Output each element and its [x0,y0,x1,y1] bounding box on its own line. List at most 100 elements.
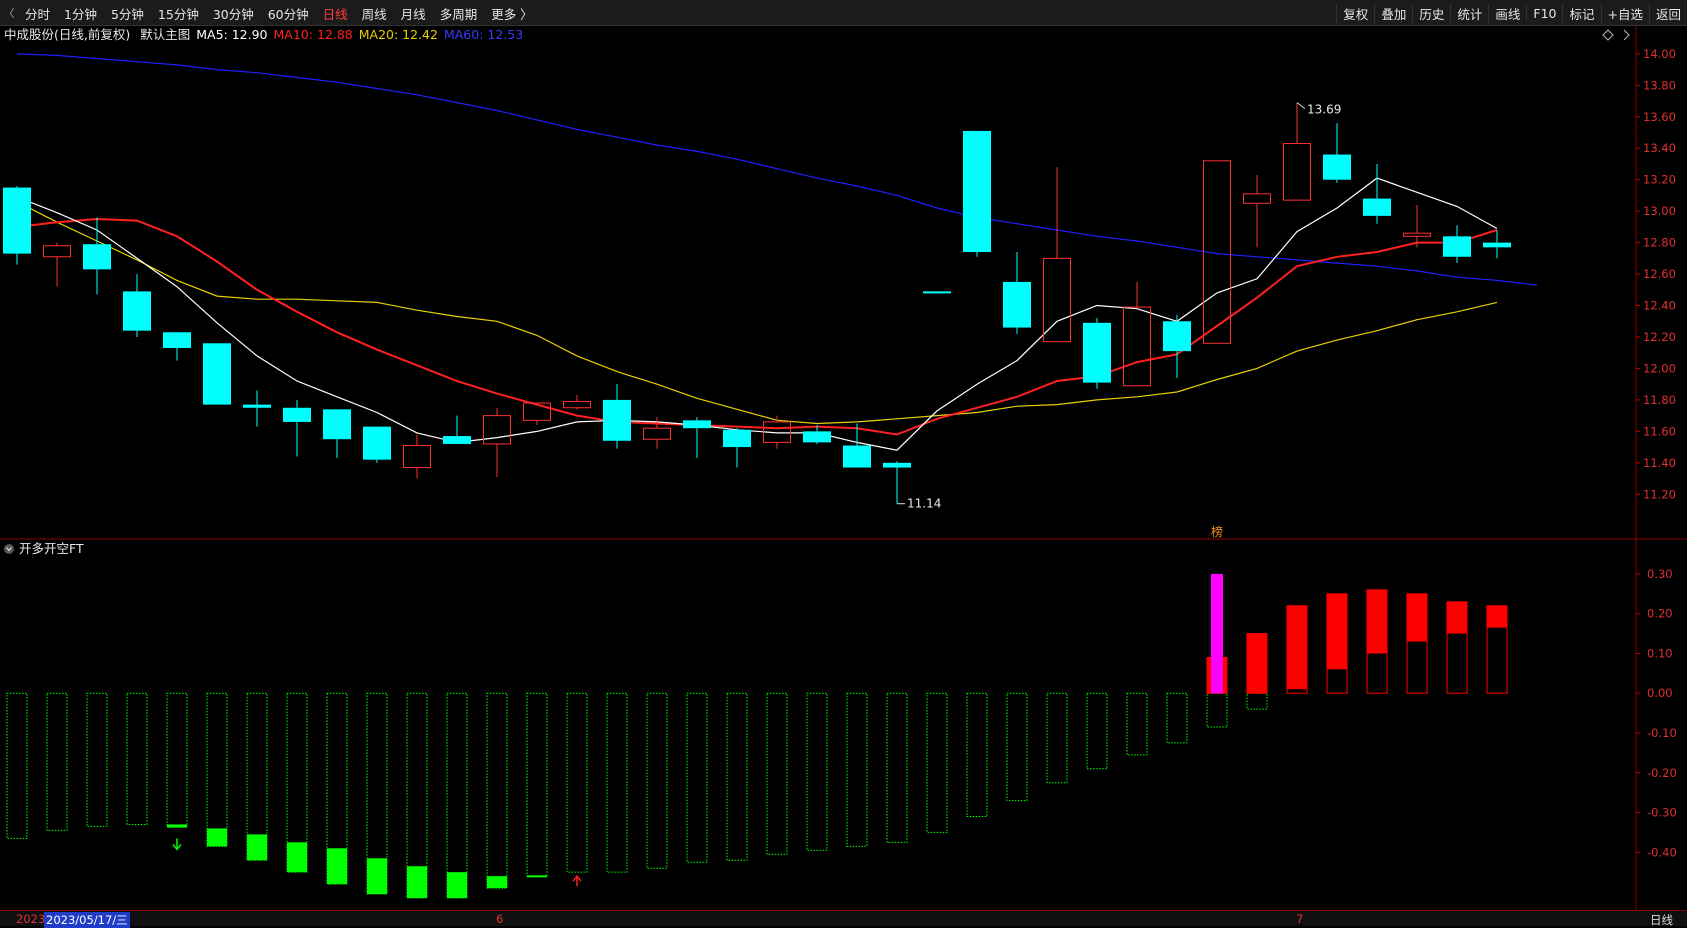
ma10-label: MA10: 12.88 [274,27,353,42]
tool-button-1[interactable]: 叠加 [1374,3,1412,23]
indicator-tick-label: -0.20 [1647,766,1677,780]
tool-button-5[interactable]: F10 [1526,5,1562,21]
candle [803,425,831,444]
period-tab-9[interactable]: 多周期 [439,6,478,22]
period-tab-3[interactable]: 15分钟 [157,6,199,22]
period-tab-5[interactable]: 60分钟 [267,6,309,22]
ft-outline-bar [646,692,668,869]
price-tick-label: 11.40 [1643,456,1676,470]
ft-outline-bar [726,692,748,861]
stock-title: 中成股份(日线,前复权) [4,27,130,42]
settings-icon[interactable] [1623,29,1630,41]
period-tab-7[interactable]: 周线 [361,6,387,22]
candle [1363,163,1391,224]
indicator-name[interactable]: 开多开空FT [19,541,84,556]
indicator-tick-label: -0.10 [1647,726,1677,740]
candle [323,409,351,459]
indicator-toggle-icon[interactable] [4,544,14,554]
ft-outline-bar [206,692,228,847]
candle [843,423,871,468]
tool-button-0[interactable]: 复权 [1336,3,1374,23]
indicator-tick-label: 0.00 [1647,686,1673,700]
price-tick-label: 13.20 [1643,173,1676,187]
ft-outline-bar [6,692,28,839]
ma5-label: MA5: 12.90 [196,27,267,42]
period-tab-1[interactable]: 1分钟 [64,6,97,22]
list-marker[interactable]: 榜 [1211,524,1223,539]
ft-outline-bar [1046,692,1068,784]
candle [723,428,751,468]
candle [443,415,471,444]
candle [763,415,791,449]
candle [243,390,271,427]
candle [1443,225,1471,264]
price-axis: 14.00 13.80 13.60 13.40 13.20 13.00 12.80 12.60… [1636,47,1676,501]
period-tab-2[interactable]: 5分钟 [110,6,144,22]
candle [1083,318,1111,389]
template-name[interactable]: 默认主图 [140,27,190,42]
candle [523,402,551,426]
ft-solid-neg-bar [247,834,267,861]
candle [1403,204,1431,248]
candle [1123,281,1151,387]
ft-outline-bar [526,692,548,877]
candle [283,399,311,457]
candle [1323,123,1351,183]
ma20-line [16,201,1498,425]
ft-outline-bar [86,692,108,827]
ft-solid-neg-bar [527,875,547,878]
ma10-line [16,217,1498,436]
period-mode[interactable]: 日线 [1650,913,1673,927]
month-label-7: 7 [1296,912,1304,926]
candles [3,102,1511,505]
indicator-tick-label: -0.40 [1647,845,1677,859]
ft-outline-bar [1126,692,1148,756]
period-tab-0[interactable]: 分时 [25,6,51,22]
tool-button-7[interactable]: +自选 [1600,3,1649,23]
candle [363,426,391,463]
price-tick-label: 11.20 [1643,487,1676,501]
period-tabs: 〈 分时 1分钟 5分钟 15分钟 30分钟 60分钟 日线 周线 月线 多周期 更多 〉 [0,0,540,26]
ft-solid-pos-bar [1367,589,1387,654]
ft-outline-bar [1006,692,1028,802]
price-tick-label: 12.20 [1643,330,1676,344]
price-tick-label: 12.00 [1643,361,1676,375]
candle [683,417,711,459]
ft-outline-bar [606,692,628,873]
ft-solid-neg-bar [367,858,387,895]
tool-button-6[interactable]: 标记 [1562,3,1600,23]
status-bar: 2023 2023/05/17/三 6 7 日线 [0,910,1687,928]
indicator-tick-label: 0.10 [1647,646,1673,660]
candle [1203,160,1231,344]
ft-outline-bar [326,692,348,885]
candle [1283,102,1311,201]
month-label-6: 6 [496,912,504,926]
tool-button-4[interactable]: 画线 [1488,3,1526,23]
year-label: 2023 [16,912,46,926]
tool-button-2[interactable]: 历史 [1412,3,1450,23]
ft-solid-pos-bar [1407,593,1427,642]
price-tick-label: 13.80 [1643,78,1676,92]
ft-solid-pos-bar [1487,605,1507,628]
price-tick-label: 12.80 [1643,236,1676,250]
period-tab-10[interactable]: 更多 〉 [491,6,533,22]
candle [203,343,231,405]
collapse-icon[interactable]: 〈 [3,7,15,20]
indicator-tick-label: -0.30 [1647,806,1677,820]
ft-solid-neg-bar [207,828,227,847]
ft-outline-bar [126,692,148,825]
period-tab-4[interactable]: 30分钟 [212,6,254,22]
diamond-icon[interactable] [1602,29,1614,41]
candle [563,395,591,410]
period-tab-6[interactable]: 日线 [322,6,348,22]
ft-outline-bar [486,692,508,889]
tool-button-8[interactable]: 返回 [1648,3,1687,23]
price-tick-label: 11.60 [1643,424,1676,438]
ft-outline-bar [686,692,708,863]
ft-solid-pos-bar [1287,605,1307,690]
tool-button-3[interactable]: 统计 [1450,3,1488,23]
buy-arrow-icon [572,874,582,887]
price-tick-label: 13.60 [1643,110,1676,124]
period-tab-8[interactable]: 月线 [400,6,426,22]
